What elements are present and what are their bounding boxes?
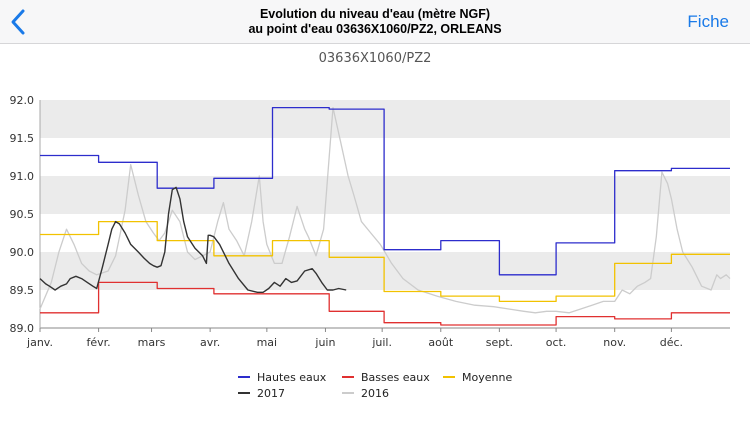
series-line-hautes-eaux	[40, 106, 730, 276]
series-line-moyenne	[40, 220, 730, 303]
grid-band	[40, 100, 730, 138]
x-tick-label: oct.	[546, 336, 567, 349]
x-tick-label: déc.	[660, 336, 683, 349]
fiche-button[interactable]: Fiche	[687, 12, 729, 31]
legend-label: 2016	[361, 387, 389, 400]
series-line-2016	[39, 106, 731, 314]
legend-label: Basses eaux	[361, 371, 430, 384]
x-tick-label: août	[428, 336, 453, 349]
chevron-left-icon	[11, 9, 25, 35]
chart-legend: Hautes eaux Basses eaux Moyenne 2017 2016	[238, 371, 512, 400]
legend-label: 2017	[257, 387, 285, 400]
grid-band	[40, 138, 730, 176]
y-tick-label: 89.0	[10, 322, 35, 335]
x-tick-label: mars	[138, 336, 166, 349]
x-tick-label: avr.	[200, 336, 220, 349]
chart-title: 03636X1060/PZ2	[319, 51, 432, 66]
legend-label: Hautes eaux	[257, 371, 327, 384]
grid-band	[40, 176, 730, 214]
y-tick-label: 90.0	[10, 246, 35, 259]
y-tick-label: 89.5	[10, 284, 35, 297]
x-tick-label: mai	[257, 336, 278, 349]
x-tick-label: juil.	[371, 336, 392, 349]
page-title-line1: Evolution du niveau d'eau (mètre NGF)	[259, 7, 491, 21]
x-tick-label: nov.	[603, 336, 626, 349]
x-tick-label: sept.	[486, 336, 513, 349]
series-line-2017	[39, 186, 347, 294]
water-level-chart: 03636X1060/PZ2 92.0 91.5 91.0 90.5 90.0 89.5 8…	[10, 51, 731, 400]
y-axis: 92.0 91.5 91.0 90.5 90.0 89.5 89.0	[10, 94, 35, 335]
x-tick-label: janv.	[26, 336, 53, 349]
navigation-bar: Evolution du niveau d'eau (mètre NGF) au…	[0, 0, 750, 44]
y-tick-label: 92.0	[10, 94, 35, 107]
chart-series	[39, 106, 731, 326]
x-axis: janv. févr. mars avr. mai juin juil. août sept. o…	[26, 328, 683, 349]
page-title-line2: au point d'eau 03636X1060/PZ2, ORLEANS	[248, 22, 502, 36]
legend-label: Moyenne	[462, 371, 512, 384]
x-tick-label: févr.	[87, 336, 111, 349]
x-tick-label: juin	[314, 336, 335, 349]
page-title: Evolution du niveau d'eau (mètre NGF) au…	[150, 7, 600, 37]
y-tick-label: 91.0	[10, 170, 35, 183]
grid-band	[40, 214, 730, 252]
y-tick-label: 91.5	[10, 132, 35, 145]
series-line-basses-eaux	[40, 281, 730, 326]
y-tick-label: 90.5	[10, 208, 35, 221]
back-button[interactable]	[4, 4, 36, 40]
